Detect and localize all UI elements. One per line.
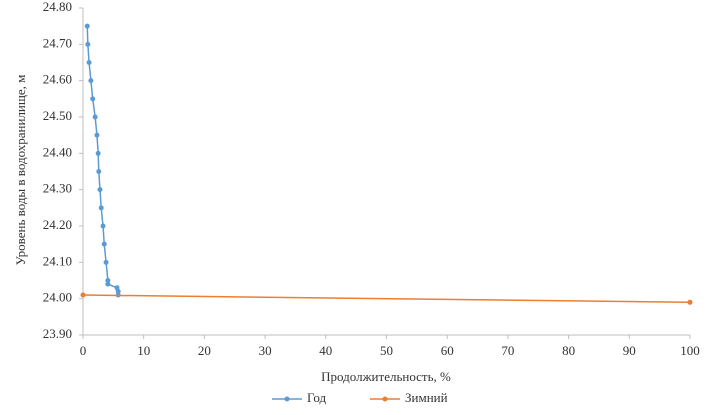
data-point (96, 169, 102, 174)
data-point (86, 60, 92, 65)
data-point (85, 41, 91, 47)
data-point (88, 78, 94, 84)
legend-marker (284, 396, 290, 402)
x-tick-label: 50 (380, 343, 393, 358)
y-tick-label: 24.30 (43, 181, 72, 196)
y-tick-label: 24.60 (43, 72, 72, 87)
y-tick-label: 24.70 (43, 35, 72, 50)
x-tick-label: 20 (198, 343, 211, 358)
series-line (86, 26, 119, 296)
data-point (687, 299, 693, 305)
x-tick-label: 60 (441, 343, 454, 358)
series-line (82, 294, 691, 304)
data-point (97, 187, 103, 193)
data-point (90, 96, 96, 102)
legend-label: Зимний (405, 390, 448, 405)
x-tick-label: 80 (562, 343, 575, 358)
x-tick-label: 90 (623, 343, 636, 358)
x-tick-label: 10 (137, 343, 150, 358)
y-tick-label: 24.80 (43, 0, 72, 14)
legend-marker (382, 396, 388, 402)
legend-label: Год (307, 390, 326, 405)
data-point (103, 259, 109, 265)
data-point (80, 292, 86, 298)
y-tick-label: 24.50 (43, 108, 72, 123)
x-tick-label: 100 (680, 343, 700, 358)
y-tick-label: 23.90 (43, 326, 72, 341)
y-tick-label: 24.20 (43, 217, 72, 232)
x-axis-title: Продолжительность, % (321, 369, 451, 384)
data-point (115, 288, 121, 294)
data-point (94, 132, 100, 138)
y-tick-label: 24.10 (43, 253, 72, 268)
data-point (105, 281, 111, 287)
y-axis-title: Уровень воды в водохранилище, м (13, 75, 28, 266)
data-point (100, 223, 106, 229)
x-tick-label: 40 (319, 343, 332, 358)
data-point (101, 241, 107, 247)
y-tick-label: 24.00 (43, 290, 72, 305)
data-point (105, 278, 111, 283)
data-point (98, 205, 104, 211)
x-tick-label: 70 (501, 343, 514, 358)
data-point (95, 150, 101, 156)
x-tick-label: 0 (80, 343, 87, 358)
x-tick-label: 30 (259, 343, 272, 358)
data-point (92, 114, 98, 120)
data-point (84, 23, 90, 29)
y-tick-label: 24.40 (43, 144, 72, 159)
